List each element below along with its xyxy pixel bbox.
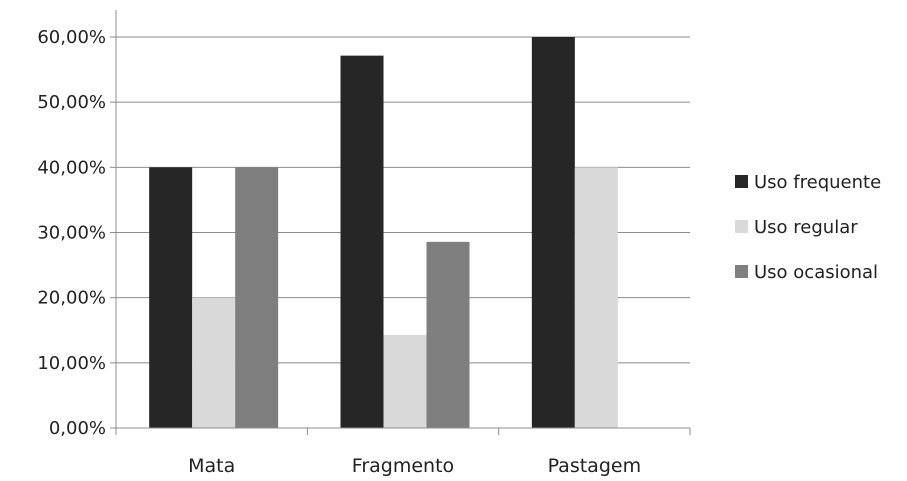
legend-swatch	[735, 175, 748, 188]
legend-label: Uso frequente	[754, 172, 881, 193]
y-tick-label: 40,00%	[37, 157, 106, 178]
y-tick-label: 20,00%	[37, 288, 106, 309]
legend-label: Uso regular	[754, 217, 858, 238]
bar-uso-frequente-pastagem	[531, 37, 575, 428]
legend-label: Uso ocasional	[754, 262, 878, 283]
bar-uso-regular-fragmento	[383, 334, 427, 428]
category-labels: Mata Fragmento Pastagem	[188, 455, 641, 477]
y-tick-label: 0,00%	[49, 418, 106, 439]
bar-uso-regular-mata	[192, 297, 236, 428]
bars	[149, 37, 618, 429]
y-tick-label: 30,00%	[37, 223, 106, 244]
legend-swatch	[735, 220, 748, 233]
legend: Uso frequente Uso regular Uso ocasional	[735, 172, 881, 283]
y-tick-labels: 0,00% 10,00% 20,00% 30,00% 40,00% 50,00% 60,00…	[37, 27, 106, 439]
y-tick-label: 10,00%	[37, 353, 106, 374]
bar-uso-frequente-mata	[149, 167, 193, 429]
bar-uso-regular-pastagem	[574, 167, 618, 429]
bar-uso-ocasional-mata	[235, 167, 279, 429]
bar-uso-frequente-fragmento	[340, 55, 384, 428]
axes	[110, 10, 691, 435]
y-tick-label: 60,00%	[37, 27, 106, 48]
category-label: Fragmento	[352, 455, 454, 477]
category-label: Pastagem	[548, 455, 642, 477]
y-tick-label: 50,00%	[37, 92, 106, 113]
category-label: Mata	[188, 455, 235, 477]
bar-uso-ocasional-fragmento	[426, 241, 470, 428]
legend-swatch	[735, 265, 748, 278]
